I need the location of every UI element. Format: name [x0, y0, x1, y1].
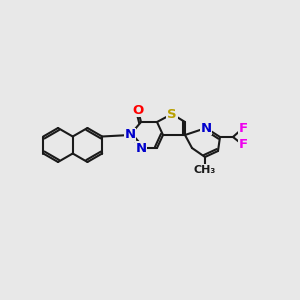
Text: N: N: [135, 142, 147, 154]
Text: O: O: [132, 103, 144, 116]
Text: CH₃: CH₃: [194, 165, 216, 175]
Text: F: F: [238, 122, 247, 134]
Text: N: N: [124, 128, 136, 142]
Text: N: N: [200, 122, 211, 134]
Text: S: S: [167, 107, 177, 121]
Text: F: F: [238, 139, 247, 152]
